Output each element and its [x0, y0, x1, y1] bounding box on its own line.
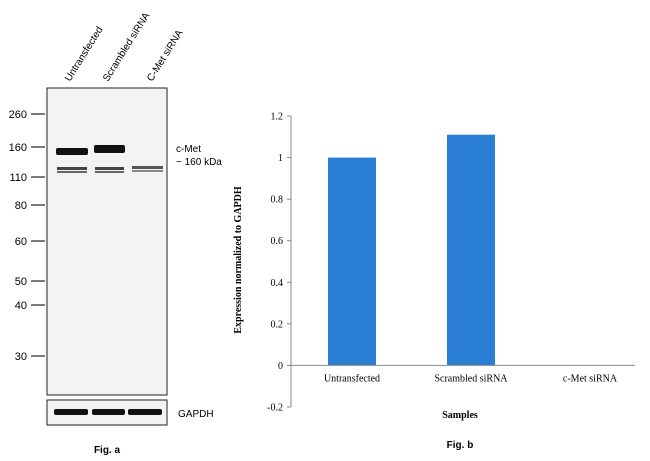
lane-label: Scrambled siRNA — [101, 11, 152, 84]
y-tick-label: 1.2 — [271, 112, 284, 123]
band — [94, 145, 125, 153]
lane-label: C-Met siRNA — [145, 28, 185, 84]
blot: Untransfected Scrambled siRNA C-Met siRN… — [9, 11, 223, 456]
band — [132, 166, 163, 169]
y-tick-label: 0.4 — [271, 278, 284, 289]
band — [56, 148, 88, 155]
lane-label: Untransfected — [63, 25, 105, 84]
marker-label: 40 — [15, 300, 27, 312]
x-tick-label: c-Met siRNA — [563, 373, 618, 384]
band — [92, 409, 125, 415]
caption: Fig. b — [447, 440, 474, 451]
marker-label: 80 — [15, 200, 27, 212]
band-label: c-Met — [176, 144, 201, 155]
y-tick-label: 1 — [278, 153, 283, 164]
band — [57, 171, 87, 173]
loading-control: GAPDH — [178, 409, 214, 420]
band — [57, 167, 87, 170]
y-tick-label: -0.2 — [267, 403, 283, 414]
x-tick-label: Untransfected — [324, 373, 380, 384]
blot-membrane — [46, 87, 168, 396]
marker-label: 60 — [15, 236, 27, 248]
y-tick-label: 0.8 — [271, 195, 284, 206]
y-axis-label: Expression normalized to GAPDH — [233, 186, 244, 334]
band — [128, 409, 162, 415]
band — [95, 171, 124, 173]
band-size: ~ 160 kDa — [176, 157, 222, 168]
caption: Fig. a — [94, 445, 121, 456]
marker-label: 50 — [15, 276, 27, 288]
bar — [447, 134, 495, 366]
y-tick-label: 0 — [278, 361, 283, 372]
marker-label: 110 — [9, 172, 27, 184]
marker-label: 260 — [9, 109, 27, 121]
chart: Expression normalized to GAPDH Samples F… — [233, 112, 635, 451]
marker-label: 30 — [15, 351, 27, 363]
bar — [328, 157, 376, 366]
band — [95, 167, 124, 170]
x-tick-label: Scrambled siRNA — [434, 373, 508, 384]
band — [132, 170, 163, 172]
band — [54, 409, 88, 415]
bands — [54, 145, 163, 415]
x-axis-label: Samples — [442, 410, 478, 421]
y-tick-label: 0.6 — [271, 236, 284, 247]
y-tick-label: 0.2 — [271, 319, 284, 330]
marker-ticks — [31, 113, 45, 357]
marker-label: 160 — [9, 142, 27, 154]
